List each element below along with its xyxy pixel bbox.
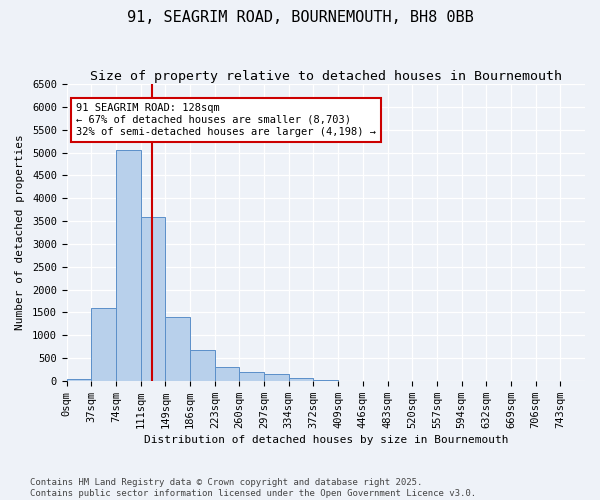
Text: 91 SEAGRIM ROAD: 128sqm
← 67% of detached houses are smaller (8,703)
32% of semi: 91 SEAGRIM ROAD: 128sqm ← 67% of detache… [76,104,376,136]
Title: Size of property relative to detached houses in Bournemouth: Size of property relative to detached ho… [90,70,562,83]
Bar [215,367,239,381]
Bar [116,150,141,381]
Text: Contains HM Land Registry data © Crown copyright and database right 2025.
Contai: Contains HM Land Registry data © Crown c… [30,478,476,498]
Bar [91,308,116,381]
Bar [264,374,289,381]
Bar [166,317,190,381]
Text: 91, SEAGRIM ROAD, BOURNEMOUTH, BH8 0BB: 91, SEAGRIM ROAD, BOURNEMOUTH, BH8 0BB [127,10,473,25]
Bar [67,378,91,381]
Bar [141,216,166,381]
X-axis label: Distribution of detached houses by size in Bournemouth: Distribution of detached houses by size … [143,435,508,445]
Bar [289,378,313,381]
Bar [190,350,215,381]
Y-axis label: Number of detached properties: Number of detached properties [15,134,25,330]
Bar [239,372,264,381]
